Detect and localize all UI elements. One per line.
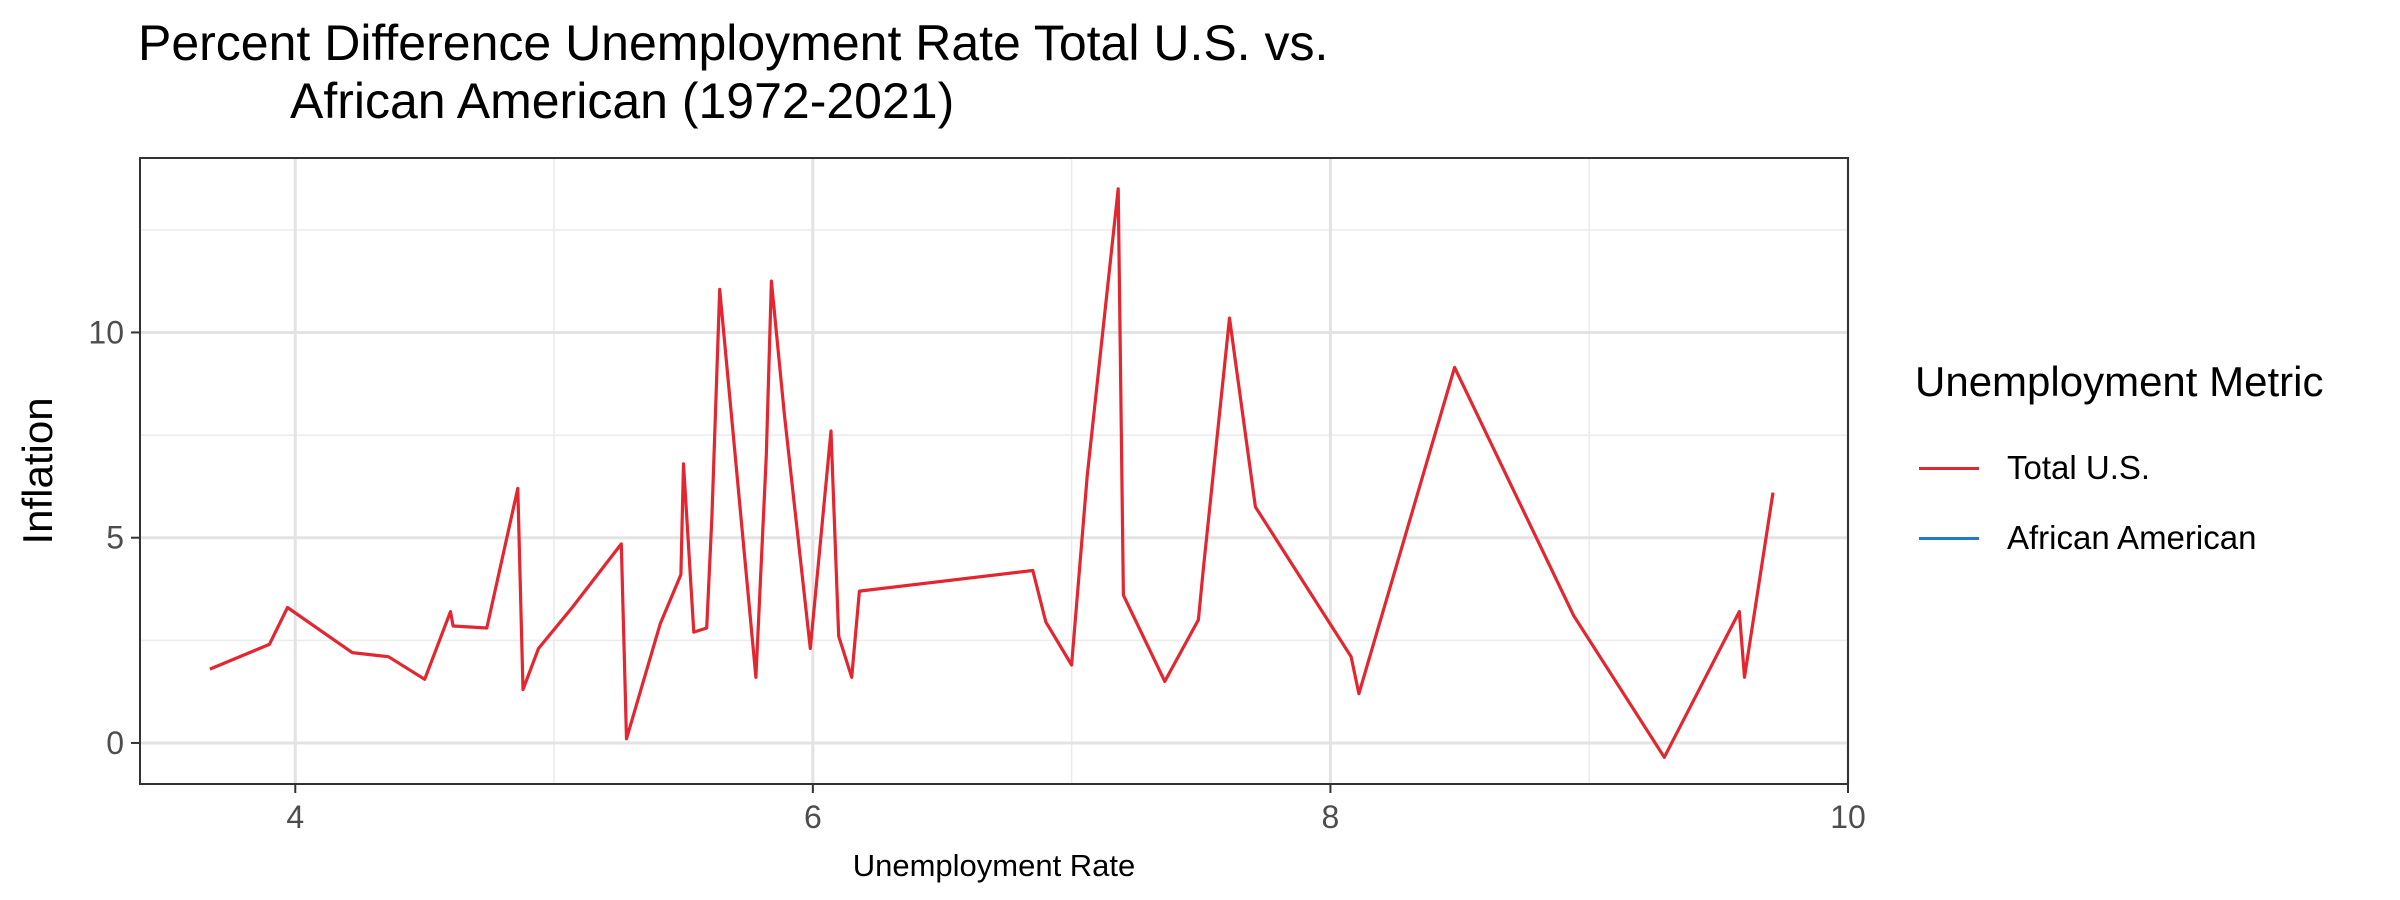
legend-item-african-american: African American	[1915, 518, 2256, 558]
x-axis-label: Unemployment Rate	[853, 848, 1136, 883]
legend: Unemployment Metric Total U.S. African A…	[1915, 358, 2324, 556]
chart-title: Percent Difference Unemployment Rate Tot…	[138, 15, 1329, 71]
legend-item-total-us: Total U.S.	[1915, 448, 2150, 488]
panel-border	[139, 157, 1849, 785]
legend-title: Unemployment Metric	[1915, 358, 2324, 405]
chart-title-line-2: African American (1972-2021)	[290, 73, 955, 129]
x-tick-label: 10	[1830, 799, 1866, 835]
grid	[140, 158, 1850, 784]
legend-label-african-american: African American	[2007, 519, 2257, 556]
x-tick-label: 4	[286, 799, 304, 835]
legend-label-total-us: Total U.S.	[2007, 449, 2151, 486]
legend-key-total-us	[1919, 466, 1979, 470]
y-tick-label: 5	[106, 520, 124, 556]
x-tick-label: 8	[1322, 799, 1340, 835]
y-tick-label: 10	[88, 314, 124, 350]
axes: 4 6 8 10 0 5 10	[88, 314, 1865, 835]
x-tick-label: 6	[804, 799, 822, 835]
y-axis-label: Inflation	[14, 397, 61, 544]
legend-key-african-american	[1919, 536, 1979, 540]
series-line-total-u-s	[209, 187, 1775, 759]
y-tick-label: 0	[106, 725, 124, 761]
series-lines	[209, 187, 1775, 759]
